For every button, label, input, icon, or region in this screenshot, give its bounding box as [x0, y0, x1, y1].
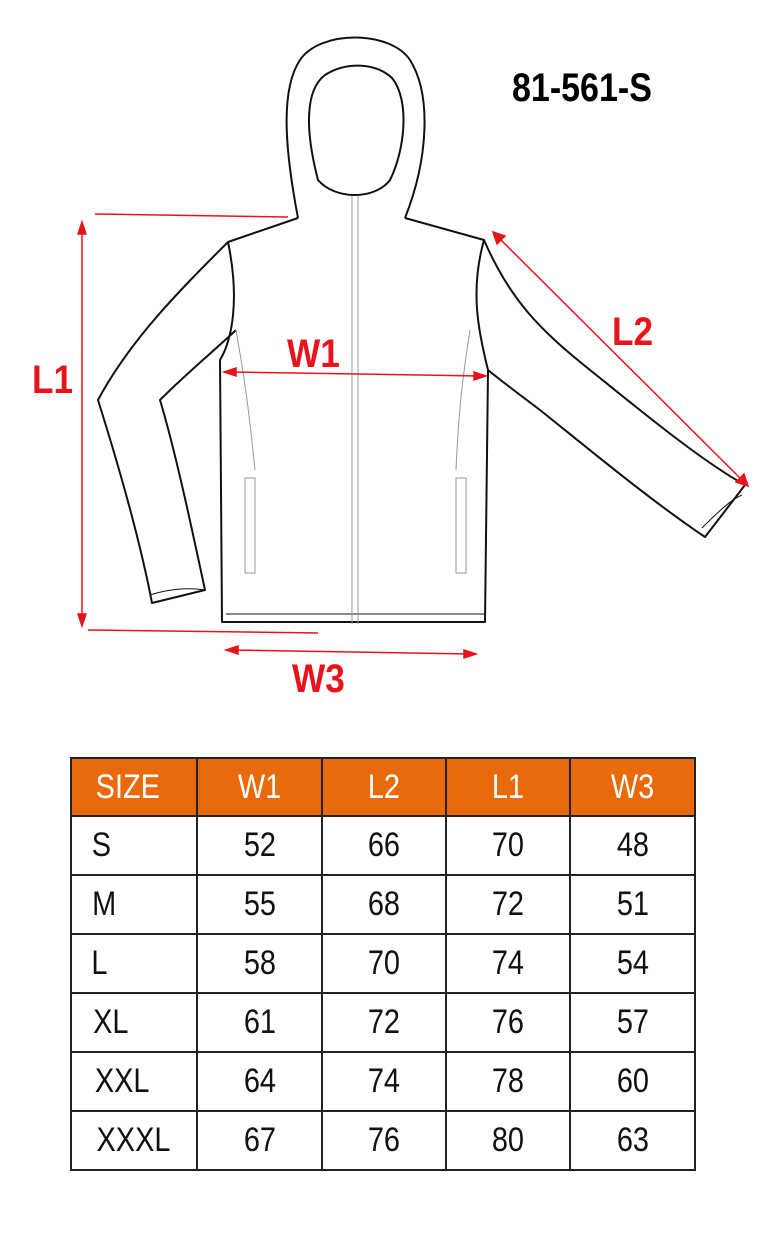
- w3-arrow: [231, 649, 471, 655]
- value-cell: 76: [492, 1003, 525, 1041]
- value-cell: 57: [616, 1003, 649, 1041]
- value-cell: 72: [367, 1003, 401, 1041]
- value-cell: 67: [243, 1121, 276, 1159]
- w1-label: W1: [287, 332, 340, 376]
- left-sleeve: [97, 241, 237, 604]
- value-cell: 74: [367, 1062, 401, 1100]
- l2-arrow: [497, 236, 745, 483]
- size-cell: XL: [93, 1003, 129, 1041]
- header-cell: W1: [237, 767, 282, 806]
- value-cell: 70: [367, 944, 401, 982]
- zipper: [351, 196, 359, 624]
- size-cell: M: [92, 885, 117, 923]
- value-cell: 63: [616, 1121, 649, 1159]
- table-row: M 55 68 72 51: [69, 874, 696, 935]
- value-cell: 51: [616, 885, 649, 923]
- size-cell: L: [91, 944, 108, 982]
- value-cell: 76: [367, 1121, 401, 1159]
- value-cell: 60: [616, 1062, 649, 1100]
- right-sleeve: [483, 239, 746, 538]
- left-pocket: [244, 477, 256, 574]
- value-cell: 48: [616, 826, 649, 864]
- table-row: S 52 66 70 48: [69, 815, 696, 876]
- value-cell: 78: [492, 1062, 525, 1100]
- hood: [285, 36, 426, 219]
- size-cell: XXXL: [96, 1121, 171, 1159]
- table-row: XXXL 67 76 80 63: [69, 1110, 696, 1171]
- value-cell: 66: [367, 826, 401, 864]
- value-cell: 55: [243, 885, 276, 923]
- value-cell: 68: [367, 885, 401, 923]
- header-cell: L1: [492, 767, 525, 806]
- value-cell: 80: [492, 1121, 525, 1159]
- table-header-row: SIZE W1 L2 L1 W3: [69, 757, 696, 817]
- header-cell: L2: [367, 767, 401, 806]
- size-cell: XXL: [94, 1062, 150, 1100]
- value-cell: 74: [492, 944, 525, 982]
- header-cell: SIZE: [95, 767, 160, 806]
- value-cell: 64: [243, 1062, 276, 1100]
- product-code: 81-561-S: [512, 66, 652, 110]
- value-cell: 70: [492, 826, 525, 864]
- hood-inner: [307, 64, 405, 196]
- table-row: XXL 64 74 78 60: [69, 1051, 696, 1112]
- body: [219, 217, 489, 623]
- w3-label: W3: [292, 657, 345, 701]
- value-cell: 52: [243, 826, 276, 864]
- value-cell: 61: [243, 1003, 276, 1041]
- size-table: SIZE W1 L2 L1 W3 S 52 66 70 48 M 55 68 72 51 L 58 70…: [69, 757, 696, 1171]
- jacket-drawing: [76, 36, 750, 660]
- value-cell: 58: [243, 944, 276, 982]
- w1-arrow: [229, 371, 481, 377]
- value-cell: 72: [492, 885, 525, 923]
- right-pocket: [455, 477, 467, 574]
- size-cell: S: [91, 826, 111, 864]
- l2-label: L2: [612, 310, 654, 354]
- table-row: L 58 70 74 54: [69, 933, 696, 994]
- table-row: XL 61 72 76 57: [69, 992, 696, 1053]
- header-cell: W3: [610, 767, 655, 806]
- value-cell: 54: [616, 944, 649, 982]
- l1-label: L1: [32, 358, 74, 402]
